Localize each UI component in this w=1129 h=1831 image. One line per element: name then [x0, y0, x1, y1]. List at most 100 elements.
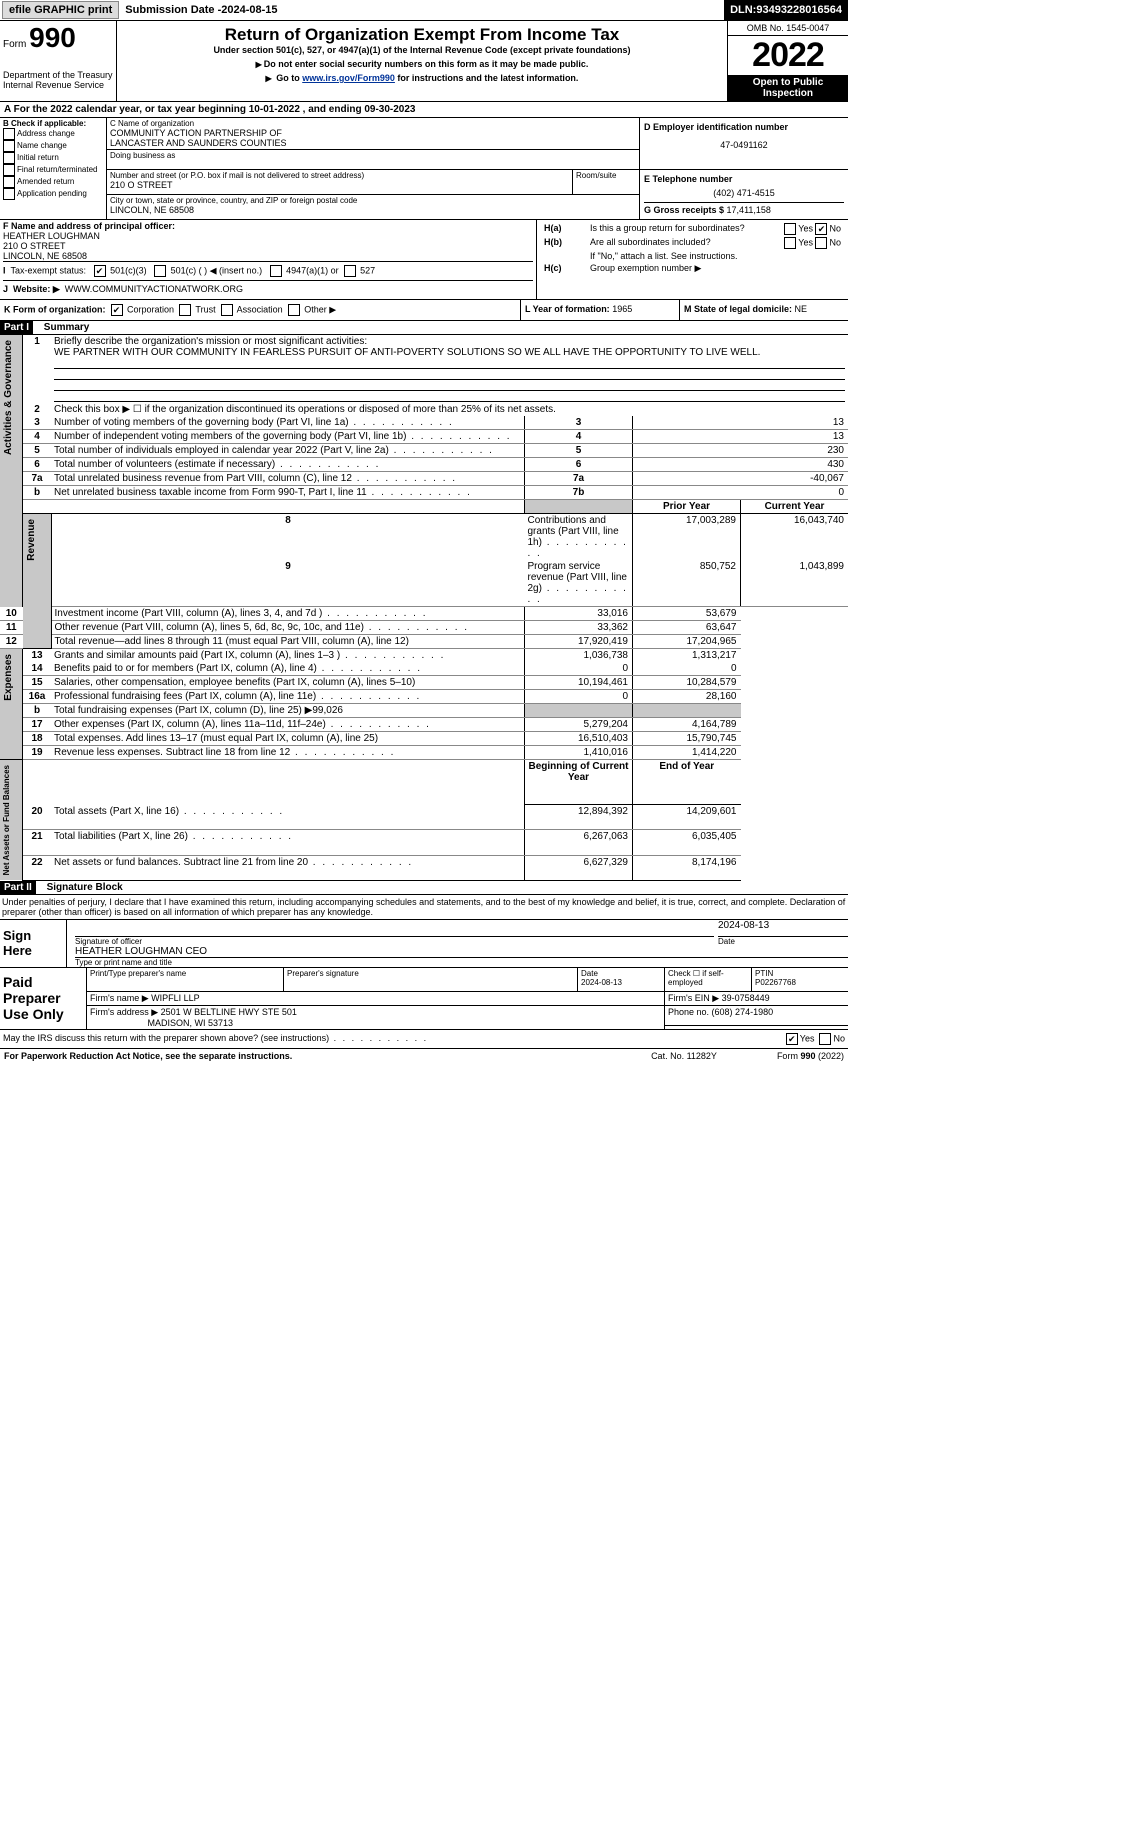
l5: Total number of individuals employed in …	[51, 444, 525, 458]
form990-link[interactable]: www.irs.gov/Form990	[302, 73, 395, 83]
b-opt5: Application pending	[17, 189, 87, 198]
line-j: J Website: ▶ WWW.COMMUNITYACTIONATWORK.O…	[3, 280, 533, 298]
c-name: COMMUNITY ACTION PARTNERSHIP OF LANCASTE…	[110, 128, 636, 148]
l7b-v: 0	[633, 486, 849, 500]
ppdate-l: Date	[581, 969, 598, 978]
subdate-label: Submission Date - 2024-08-15	[121, 0, 281, 20]
l14: Benefits paid to or for members (Part IX…	[51, 662, 525, 676]
dept: Department of the Treasury Internal Reve…	[3, 70, 113, 90]
ptin-v: P02267768	[755, 978, 796, 987]
fein-v: 39-0758449	[722, 993, 770, 1003]
city: LINCOLN, NE 68508	[110, 205, 636, 215]
cb-527[interactable]	[344, 265, 356, 277]
cb-pending[interactable]	[3, 188, 15, 200]
l16b: Total fundraising expenses (Part IX, col…	[51, 704, 525, 718]
pphone-v: (608) 274-1980	[712, 1007, 774, 1017]
phone: (402) 471-4515	[644, 188, 844, 198]
subdate-value: 2024-08-15	[221, 4, 277, 16]
cb-address[interactable]	[3, 128, 15, 140]
b-opt3: Final return/terminated	[17, 165, 97, 174]
klm-table: K Form of organization: ✔ Corporation Tr…	[0, 299, 848, 321]
cb-4947[interactable]	[270, 265, 282, 277]
l13-c: 1,313,217	[633, 649, 741, 663]
bcy-head: Beginning of Current Year	[525, 760, 633, 805]
l4: Number of independent voting members of …	[51, 430, 525, 444]
hb-note: If "No," attach a list. See instructions…	[587, 250, 844, 262]
l20-c: 14,209,601	[633, 805, 741, 830]
faddr1: 2501 W BELTLINE HWY STE 501	[161, 1007, 297, 1017]
fhij-table: F Name and address of principal officer:…	[0, 219, 848, 299]
side-exp: Expenses	[3, 650, 14, 705]
cb-trust[interactable]	[179, 304, 191, 316]
part1-table: Activities & Governance 1 Briefly descri…	[0, 335, 848, 881]
discuss-no-l: No	[833, 1033, 845, 1043]
hb-yes[interactable]	[784, 237, 796, 249]
a-end: 09-30-2023	[364, 104, 415, 115]
cb-501c[interactable]	[154, 265, 166, 277]
l22-c: 8,174,196	[633, 855, 741, 880]
efile-btn[interactable]: efile GRAPHIC print	[2, 1, 119, 19]
ha-yes-l: Yes	[798, 223, 813, 233]
sig-date-v: 2024-08-13	[718, 920, 848, 937]
discuss-yes[interactable]: ✔	[786, 1033, 798, 1045]
ha-no[interactable]: ✔	[815, 223, 827, 235]
a-mid: , and ending	[303, 104, 365, 115]
cb-501c3[interactable]: ✔	[94, 265, 106, 277]
cb-initial[interactable]	[3, 152, 15, 164]
eoy-head: End of Year	[633, 760, 741, 805]
hb-no[interactable]	[815, 237, 827, 249]
note2: Go to www.irs.gov/Form990 for instructio…	[125, 73, 719, 83]
hb-no-l: No	[829, 237, 841, 247]
l-label: L Year of formation:	[525, 304, 612, 314]
l10-c: 53,679	[633, 607, 741, 621]
cb-assoc[interactable]	[221, 304, 233, 316]
discuss-no[interactable]	[819, 1033, 831, 1045]
l16a-c: 28,160	[633, 690, 741, 704]
hc-label: H(c)	[541, 262, 587, 275]
l9: Program service revenue (Part VIII, line…	[525, 560, 633, 607]
cb-amended[interactable]	[3, 176, 15, 188]
l4-n: 4	[525, 430, 633, 444]
header-table: Form 990 Department of the Treasury Inte…	[0, 21, 848, 102]
l12: Total revenue—add lines 8 through 11 (mu…	[51, 635, 525, 649]
discuss-text: May the IRS discuss this return with the…	[3, 1033, 786, 1045]
k-label: K Form of organization:	[4, 304, 106, 314]
line-a: A For the 2022 calendar year, or tax yea…	[0, 102, 848, 118]
j-label: Website: ▶	[13, 284, 60, 294]
l7a-v: -40,067	[633, 472, 849, 486]
i-b: 501(c) ( ) ◀ (insert no.)	[171, 265, 262, 275]
l7b: Net unrelated business taxable income fr…	[51, 486, 525, 500]
room-label: Room/suite	[576, 171, 636, 180]
l11-p: 33,362	[525, 621, 633, 635]
city-label: City or town, state or province, country…	[110, 196, 636, 205]
l20: Total assets (Part X, line 16)	[51, 805, 525, 830]
top-bar: efile GRAPHIC print Submission Date - 20…	[0, 0, 848, 21]
cb-other[interactable]	[288, 304, 300, 316]
cb-name[interactable]	[3, 140, 15, 152]
cb-final[interactable]	[3, 164, 15, 176]
f-label-text: F Name and address of principal officer:	[3, 221, 175, 231]
l19-p: 1,410,016	[525, 746, 633, 760]
k-d: Other ▶	[304, 304, 336, 314]
note2-pre: Go to	[276, 73, 302, 83]
k-c: Association	[237, 304, 283, 314]
l16a: Professional fundraising fees (Part IX, …	[51, 690, 525, 704]
a-text: For the 2022 calendar year, or tax year …	[14, 104, 249, 115]
side-rev: Revenue	[26, 515, 37, 565]
f-street: 210 O STREET	[3, 241, 533, 251]
ha-yes[interactable]	[784, 223, 796, 235]
ptin-l: PTIN	[755, 969, 773, 978]
i-label: Tax-exempt status:	[11, 265, 87, 275]
cb-corp[interactable]: ✔	[111, 304, 123, 316]
l9-p: 850,752	[633, 560, 741, 607]
l14-c: 0	[633, 662, 741, 676]
l21-p: 6,267,063	[525, 830, 633, 855]
k-b: Trust	[195, 304, 215, 314]
gross-receipts: 17,411,158	[727, 205, 771, 215]
subdate-label-text: Submission Date -	[125, 4, 221, 16]
street: 210 O STREET	[110, 180, 569, 190]
l13: Grants and similar amounts paid (Part IX…	[51, 649, 525, 663]
l15: Salaries, other compensation, employee b…	[51, 676, 525, 690]
faddr2: MADISON, WI 53713	[148, 1018, 234, 1028]
l19: Revenue less expenses. Subtract line 18 …	[51, 746, 525, 760]
